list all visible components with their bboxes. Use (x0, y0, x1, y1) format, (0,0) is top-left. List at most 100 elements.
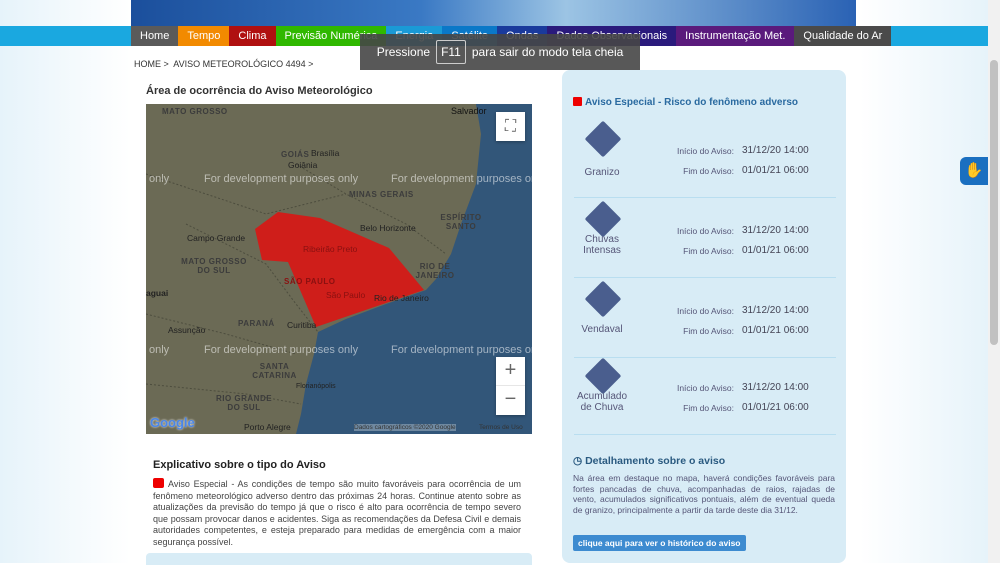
clock-icon: ◷ (573, 455, 583, 467)
map-label: MATO GROSSO DO SUL (181, 257, 247, 275)
warning-item: Acumulado de Chuva Início do Aviso: 31/1… (574, 357, 836, 435)
end-label: Fim do Aviso: (683, 403, 734, 413)
breadcrumb-current[interactable]: AVISO METEOROLÓGICO 4494 > (173, 59, 314, 69)
scrollbar-thumb[interactable] (990, 60, 998, 345)
notice-post: para sair do modo tela cheia (471, 45, 624, 59)
warning-item: Chuvas Intensas Início do Aviso: 31/12/2… (574, 200, 836, 278)
start-value: 31/12/20 14:00 (742, 145, 809, 156)
nav-item-tempo[interactable]: Tempo (178, 26, 230, 46)
fullscreen-notice: Pressione F11 para sair do modo tela che… (360, 34, 640, 70)
zoom-control: + − (496, 357, 525, 415)
panel-title: Aviso Especial - Risco do fenômeno adver… (573, 97, 798, 108)
phenomenon-name: Vendaval (581, 324, 623, 335)
start-label: Início do Aviso: (676, 383, 734, 393)
explain-title: Explicativo sobre o tipo do Aviso (153, 459, 326, 471)
breadcrumb-home[interactable]: HOME > (134, 59, 169, 69)
map-label: Salvador (451, 106, 487, 116)
zoom-out-icon[interactable]: − (504, 388, 517, 410)
map-label: Florianópolis (296, 383, 336, 390)
warning-item: Vendaval Início do Aviso: 31/12/20 14:00… (574, 280, 836, 358)
phenomenon-name: Acumulado de Chuva (576, 391, 628, 413)
map-label: Goiânia (288, 160, 318, 170)
nav-item-instrumenta-o-met-[interactable]: Instrumentação Met. (676, 26, 795, 46)
detail-text: Na área em destaque no mapa, haverá cond… (573, 473, 835, 515)
map-label: Ribeirão Preto (303, 244, 358, 254)
map-label: Rio de Janeiro (374, 293, 429, 303)
map-label: São Paulo (326, 290, 366, 300)
watermark: only (149, 173, 170, 185)
hail-icon (584, 120, 622, 158)
start-value: 31/12/20 14:00 (742, 382, 809, 393)
map-label: ESPÍRITO SANTO (440, 213, 482, 231)
end-label: Fim do Aviso: (683, 166, 734, 176)
map-label: SANTA CATARINA (252, 362, 297, 380)
nav-item-clima[interactable]: Clima (229, 26, 276, 46)
watermark: For development purposes only (204, 173, 359, 185)
wind-icon (584, 280, 622, 318)
ocean (296, 104, 532, 434)
next-section-box (146, 553, 532, 565)
map-label: PARANÁ (238, 319, 275, 328)
watermark: For development purposes only (204, 344, 359, 356)
red-warning-square (573, 97, 582, 106)
phenomenon-name: Granizo (584, 167, 620, 178)
end-value: 01/01/21 06:00 (742, 325, 809, 336)
end-value: 01/01/21 06:00 (742, 402, 809, 413)
map-label: Porto Alegre (244, 422, 291, 432)
start-value: 31/12/20 14:00 (742, 225, 809, 236)
end-label: Fim do Aviso: (683, 326, 734, 336)
map-label: MATO GROSSO (162, 107, 228, 116)
red-warning-square (153, 478, 164, 488)
map-label: Belo Horizonte (360, 223, 416, 233)
start-label: Início do Aviso: (676, 226, 734, 236)
site-header-banner (131, 0, 856, 26)
map-attribution: Dados cartográficos ©2020 Google (354, 424, 456, 431)
map-label: RIO DE JANEIRO (415, 262, 455, 280)
warning-map[interactable]: MATO GROSSO Salvador GOIÁS Brasília Goiâ… (146, 104, 532, 434)
f11-key: F11 (436, 40, 466, 64)
warning-area-polygon (255, 212, 424, 327)
start-label: Início do Aviso: (676, 146, 734, 156)
map-label: aguai (146, 288, 169, 298)
accessibility-sign-language-icon[interactable]: ✋ (960, 157, 988, 185)
detail-title: ◷ Detalhamento sobre o aviso (573, 455, 725, 467)
start-value: 31/12/20 14:00 (742, 305, 809, 316)
nav-item-qualidade-do-ar[interactable]: Qualidade do Ar (794, 26, 892, 46)
watermark: only (149, 344, 170, 356)
map-label: Assunção (168, 325, 206, 335)
end-value: 01/01/21 06:00 (742, 165, 809, 176)
panel-title-text: Aviso Especial - Risco do fenômeno adver… (585, 97, 799, 108)
map-label: Curitiba (287, 320, 317, 330)
terms-link[interactable]: Termos de Uso (479, 424, 523, 431)
history-button[interactable]: clique aqui para ver o histórico do avis… (573, 535, 746, 551)
start-label: Início do Aviso: (676, 306, 734, 316)
map-label: Brasília (311, 148, 340, 158)
fullscreen-icon[interactable]: ⛶ (496, 112, 525, 141)
notice-pre: Pressione (376, 45, 431, 59)
nav-item-home[interactable]: Home (131, 26, 179, 46)
map-label: SÃO PAULO (284, 277, 336, 286)
map-svg (146, 104, 532, 434)
heavy-rain-icon (584, 200, 622, 238)
explain-text-block: Aviso Especial - As condições de tempo s… (153, 478, 521, 548)
watermark: For development purposes only (391, 344, 532, 356)
map-label: RIO GRANDE DO SUL (215, 394, 273, 412)
explain-text: Aviso Especial - As condições de tempo s… (153, 479, 521, 547)
watermark: For development purposes only (391, 173, 532, 185)
nav-item-previs-o-num-rica[interactable]: Previsão Numérica (275, 26, 387, 46)
google-logo: Google (150, 415, 195, 430)
zoom-in-icon[interactable]: + (496, 357, 525, 386)
map-label: Campo Grande (187, 233, 246, 243)
rain-accumulation-icon (584, 357, 622, 395)
end-label: Fim do Aviso: (683, 246, 734, 256)
detail-title-text: Detalhamento sobre o aviso (585, 455, 726, 467)
map-label: MINAS GERAIS (349, 190, 414, 199)
map-title: Área de ocorrência do Aviso Meteorológic… (146, 85, 373, 97)
scrollbar[interactable] (988, 0, 1000, 563)
phenomenon-name: Chuvas Intensas (583, 234, 621, 256)
warning-panel: Aviso Especial - Risco do fenômeno adver… (562, 70, 846, 563)
warning-item: Granizo Início do Aviso: 31/12/20 14:00 … (574, 120, 836, 198)
map-label: GOIÁS (281, 150, 310, 159)
end-value: 01/01/21 06:00 (742, 245, 809, 256)
breadcrumb: HOME > AVISO METEOROLÓGICO 4494 > (134, 59, 313, 69)
